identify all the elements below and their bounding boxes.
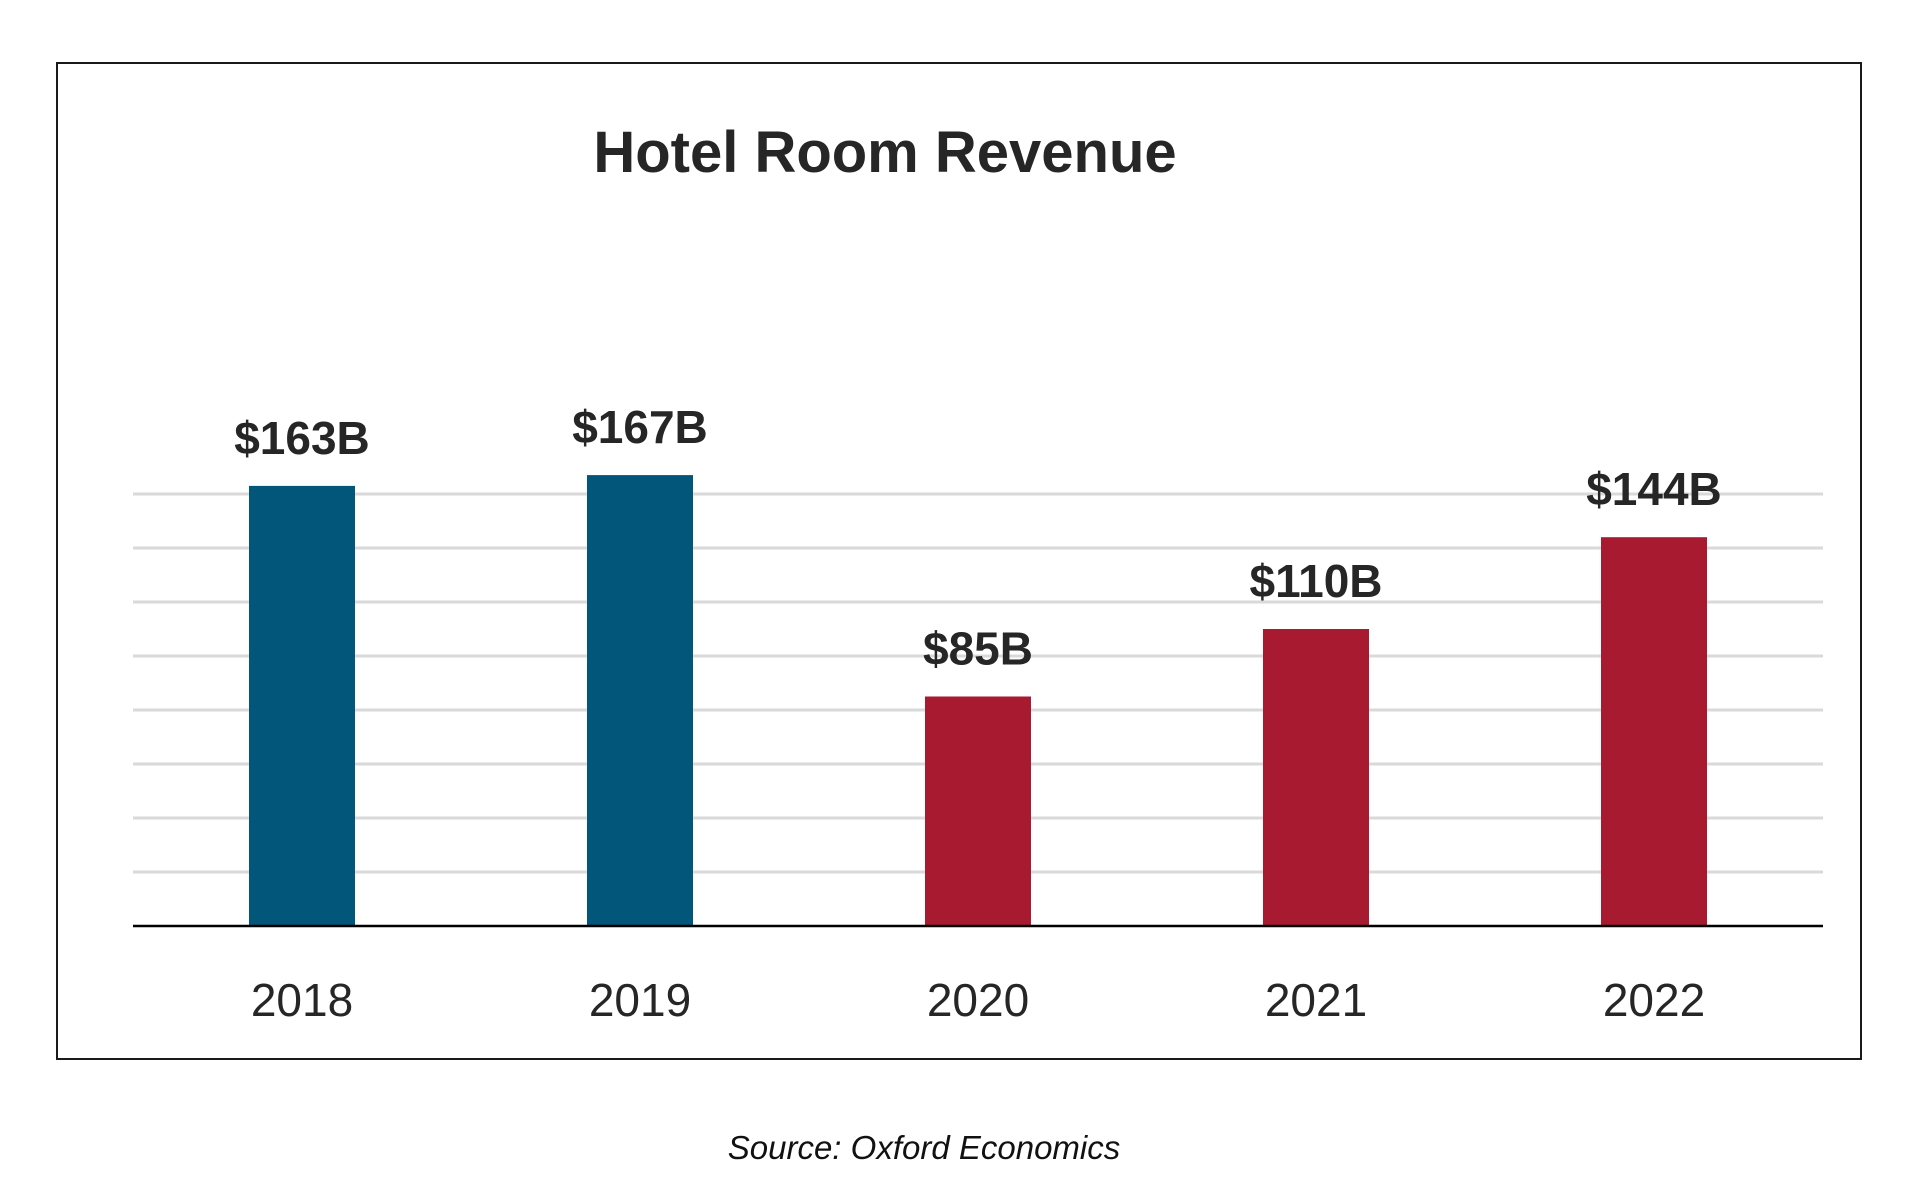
x-tick-label-2018: 2018: [251, 974, 353, 1026]
bar-2019: [587, 475, 693, 926]
x-tick-label-2021: 2021: [1265, 974, 1367, 1026]
bars: [249, 475, 1707, 926]
data-label-2019: $167B: [572, 401, 708, 453]
chart-title: Hotel Room Revenue: [593, 120, 1176, 185]
data-label-2022: $144B: [1586, 463, 1722, 515]
data-labels: $163B $167B $85B $110B $144B: [234, 401, 1722, 674]
bar-2021: [1263, 629, 1369, 926]
x-tick-labels: 2018 2019 2020 2021 2022: [251, 974, 1705, 1026]
bar-2020: [925, 696, 1031, 926]
x-tick-label-2020: 2020: [927, 974, 1029, 1026]
x-tick-label-2022: 2022: [1603, 974, 1705, 1026]
bar-2022: [1601, 537, 1707, 926]
data-label-2018: $163B: [234, 412, 370, 464]
data-label-2020: $85B: [923, 623, 1033, 675]
gridlines: [133, 492, 1823, 874]
source-note: Source: Oxford Economics: [728, 1129, 1121, 1166]
x-tick-label-2019: 2019: [589, 974, 691, 1026]
bar-2018: [249, 485, 355, 926]
data-label-2021: $110B: [1249, 555, 1382, 607]
